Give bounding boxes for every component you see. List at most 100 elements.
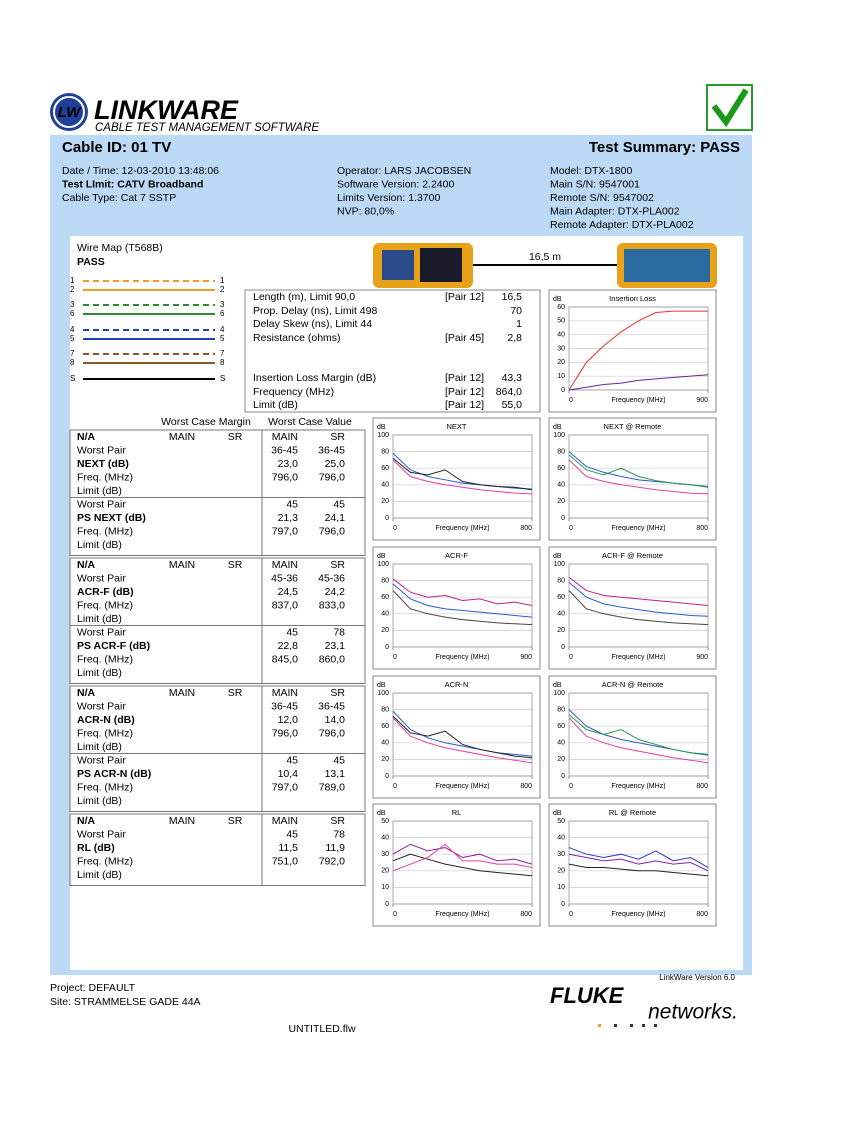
chart-box bbox=[548, 417, 717, 541]
trace bbox=[568, 310, 708, 391]
table-head: MAIN bbox=[169, 815, 195, 827]
trace bbox=[392, 843, 533, 865]
x-axis-label: Frequency (MHz) bbox=[435, 654, 489, 661]
x-axis-label: Frequency (MHz) bbox=[611, 525, 665, 532]
chart-title: RL bbox=[452, 808, 462, 817]
y-tick-label: 10 bbox=[557, 373, 565, 380]
x-axis-label: Frequency (MHz) bbox=[435, 525, 489, 532]
row-value: 796,0 bbox=[319, 525, 345, 537]
chart-title: RL @ Remote bbox=[609, 808, 656, 817]
row-value: 45 bbox=[286, 754, 298, 766]
row-label: Freq. (MHz) bbox=[77, 599, 133, 611]
x-tick-label: 0 bbox=[569, 911, 573, 918]
y-tick-label: 80 bbox=[381, 577, 389, 584]
trace bbox=[392, 459, 533, 495]
y-tick-label: 100 bbox=[553, 561, 565, 568]
trace bbox=[568, 717, 709, 764]
plot-frame bbox=[568, 820, 709, 905]
table-head: MAIN bbox=[272, 687, 298, 699]
cable-id: Cable ID: 01 TV bbox=[62, 139, 171, 156]
pin-left: 1 bbox=[70, 276, 75, 285]
row-label: Worst Pair bbox=[77, 700, 126, 712]
y-tick-label: 100 bbox=[377, 690, 389, 697]
info-line: Model: DTX-1800 bbox=[550, 165, 632, 177]
measurement-label: Insertion Loss Margin (dB) bbox=[253, 372, 376, 384]
chart-box bbox=[548, 289, 717, 413]
y-tick-label: 60 bbox=[381, 465, 389, 472]
brand-dot bbox=[598, 1024, 601, 1027]
row-value: 23,1 bbox=[325, 640, 346, 652]
row-label: NEXT (dB) bbox=[77, 458, 129, 470]
x-tick-label: 0 bbox=[569, 654, 573, 661]
plot-frame bbox=[392, 434, 533, 519]
info-line: Software Version: 2.2400 bbox=[337, 178, 454, 190]
row-value: 22,8 bbox=[278, 640, 299, 652]
pin-left: S bbox=[70, 374, 75, 383]
trace bbox=[392, 853, 533, 877]
row-value: 24,1 bbox=[325, 512, 346, 524]
y-tick-label: 30 bbox=[381, 851, 389, 858]
brand-sub: networks. bbox=[648, 1001, 738, 1024]
row-label: Limit (dB) bbox=[77, 667, 122, 679]
trace bbox=[568, 459, 709, 495]
trace bbox=[392, 452, 533, 490]
x-tick-label: 0 bbox=[569, 783, 573, 790]
link-length: 16,5 m bbox=[529, 251, 561, 263]
measurement-pair: [Pair 12] bbox=[445, 291, 484, 303]
y-tick-label: 40 bbox=[557, 482, 565, 489]
row-label: Limit (dB) bbox=[77, 869, 122, 881]
row-value: 45 bbox=[333, 498, 345, 510]
y-tick-label: 30 bbox=[557, 345, 565, 352]
plot-frame bbox=[392, 820, 533, 905]
y-tick-label: 20 bbox=[381, 756, 389, 763]
x-axis-label: Frequency (MHz) bbox=[611, 783, 665, 790]
row-value: 789,0 bbox=[319, 781, 345, 793]
brand-dot bbox=[654, 1024, 657, 1027]
row-label: PS ACR-F (dB) bbox=[77, 640, 150, 652]
pin-left: 5 bbox=[70, 334, 75, 343]
table-head: N/A bbox=[77, 559, 96, 571]
trace bbox=[392, 578, 533, 606]
pin-right: 7 bbox=[220, 349, 225, 358]
y-tick-label: 60 bbox=[557, 723, 565, 730]
y-tick-label: 60 bbox=[381, 723, 389, 730]
y-tick-label: 20 bbox=[381, 498, 389, 505]
y-tick-label: 60 bbox=[557, 594, 565, 601]
table-head: SR bbox=[228, 815, 243, 827]
trace bbox=[392, 590, 533, 626]
pin-left: 2 bbox=[70, 285, 75, 294]
row-value: 796,0 bbox=[319, 471, 345, 483]
row-label: ACR-N (dB) bbox=[77, 714, 135, 726]
table-block bbox=[69, 557, 366, 684]
row-label: Freq. (MHz) bbox=[77, 471, 133, 483]
logo-ring bbox=[53, 96, 85, 128]
x-tick-label: 0 bbox=[393, 654, 397, 661]
row-value: 13,1 bbox=[325, 768, 346, 780]
measurement-label: Frequency (MHz) bbox=[253, 386, 334, 398]
pin-right: 1 bbox=[220, 276, 225, 285]
y-tick-label: 80 bbox=[557, 577, 565, 584]
logo-circle bbox=[50, 93, 88, 131]
pin-left: 6 bbox=[70, 309, 75, 318]
row-value: 45 bbox=[333, 754, 345, 766]
y-tick-label: 100 bbox=[377, 432, 389, 439]
y-tick-label: 20 bbox=[381, 627, 389, 634]
main-unit-screen bbox=[420, 248, 462, 282]
trace bbox=[568, 590, 709, 626]
chart-title: ACR-N @ Remote bbox=[602, 680, 664, 689]
row-value: 833,0 bbox=[319, 599, 345, 611]
measurement-pair: [Pair 12] bbox=[445, 372, 484, 384]
x-axis-label: Frequency (MHz) bbox=[611, 397, 665, 404]
row-label: Worst Pair bbox=[77, 754, 126, 766]
x-tick-label: 900 bbox=[696, 397, 708, 404]
row-value: 45-36 bbox=[271, 572, 298, 584]
x-tick-label: 800 bbox=[696, 911, 708, 918]
chart-title: ACR-N bbox=[445, 680, 469, 689]
pin-right: S bbox=[220, 374, 225, 383]
info-line: Main S/N: 9547001 bbox=[550, 178, 640, 190]
chart-box bbox=[372, 803, 541, 927]
chart-title: Insertion Loss bbox=[609, 294, 656, 303]
site: Site: STRAMMELSE GADE 44A bbox=[50, 996, 201, 1008]
info-line: Limits Version: 1.3700 bbox=[337, 192, 440, 204]
